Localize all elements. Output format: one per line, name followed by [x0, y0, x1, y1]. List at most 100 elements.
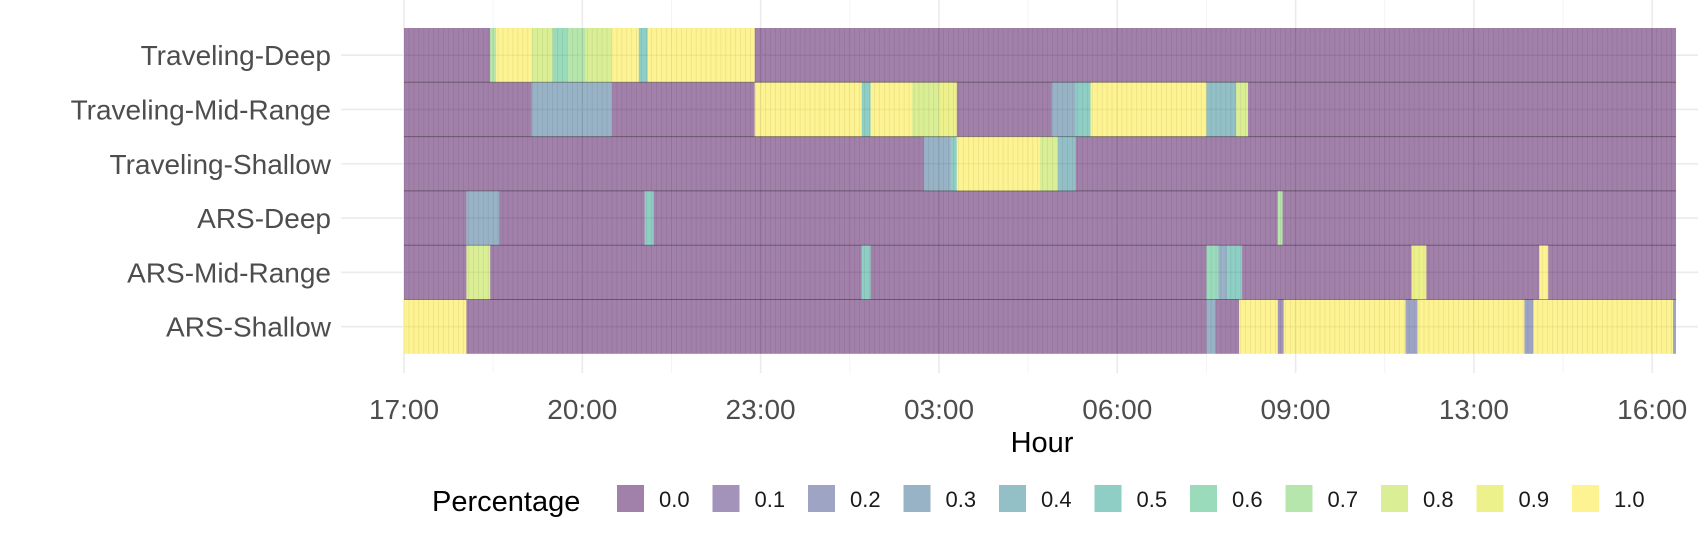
- legend: Percentage 0.0 0.1 0.2 0.3 0.4 0.5 0.6 0.7 0.8 0.…: [432, 485, 1645, 518]
- tile-texture: [408, 28, 1672, 354]
- legend-label: 1.0: [1614, 487, 1645, 512]
- heatmap-cell: [552, 28, 568, 83]
- legend-label: 0.0: [659, 487, 690, 512]
- heatmap-cell: [1206, 245, 1219, 300]
- x-tick-label: 20:00: [547, 394, 617, 425]
- heatmap-cell: [653, 190, 1278, 246]
- x-tick-label: 03:00: [904, 394, 974, 425]
- heatmap-cell: [644, 190, 654, 246]
- heatmap-cell: [496, 28, 532, 83]
- legend-swatch: [1381, 485, 1408, 512]
- heatmap-cell: [612, 82, 755, 137]
- heatmap-cell: [754, 28, 1677, 83]
- heatmap-cell: [1673, 299, 1677, 354]
- heatmap-cell: [490, 245, 862, 300]
- legend-title: Percentage: [432, 486, 580, 518]
- row-dividers: [404, 81, 1677, 300]
- heatmap-cell: [1417, 299, 1525, 354]
- legend-swatch: [999, 485, 1026, 512]
- heatmap-cell: [404, 245, 467, 300]
- heatmap-cell: [1277, 299, 1284, 354]
- heatmap-cell: [1405, 299, 1418, 354]
- heatmap-cell: [1075, 136, 1677, 191]
- heatmap-row: [404, 245, 1677, 300]
- heatmap-cell: [1282, 190, 1677, 246]
- heatmap-cell: [1075, 82, 1091, 137]
- heatmap-cell: [466, 190, 500, 246]
- heatmap-cell: [531, 28, 553, 83]
- heatmap-cell: [404, 28, 491, 83]
- y-tick-label: ARS-Mid-Range: [127, 257, 331, 288]
- heatmap-cell: [1248, 82, 1677, 137]
- heatmap-cell: [1236, 82, 1249, 137]
- legend-label: 0.8: [1423, 487, 1454, 512]
- y-axis-tick-labels: Traveling-Deep Traveling-Mid-Range Traveli…: [71, 40, 332, 342]
- heatmap-cell: [1040, 136, 1058, 191]
- heatmap-cell: [870, 245, 1207, 300]
- heatmap-cell: [861, 82, 871, 137]
- heatmap-cell: [638, 28, 648, 83]
- heatmap-row: [404, 28, 1677, 83]
- heatmap-cell: [956, 82, 1052, 137]
- heatmap-cell: [1283, 299, 1406, 354]
- heatmap-cell: [466, 245, 491, 300]
- legend-swatch: [1094, 485, 1122, 512]
- heatmap-cell: [924, 136, 951, 191]
- heatmap-cell: [1227, 245, 1243, 300]
- heatmap-row: [404, 190, 1677, 246]
- heatmap-cell: [1426, 245, 1540, 300]
- heatmap-cell: [1548, 245, 1677, 300]
- heatmap-cell: [870, 82, 913, 137]
- heatmap-cell: [754, 82, 862, 137]
- heatmap-cell: [1051, 82, 1076, 137]
- heatmap-cell: [956, 136, 1041, 191]
- x-tick-label: 17:00: [369, 394, 439, 425]
- heatmap-row: [404, 299, 1677, 354]
- heatmap-cell: [1206, 82, 1237, 137]
- x-tick-label: 16:00: [1617, 394, 1687, 425]
- legend-label: 0.7: [1328, 487, 1359, 512]
- heatmap-row: [404, 136, 1677, 191]
- legend-label: 0.6: [1232, 487, 1263, 512]
- heatmap-cell: [938, 82, 957, 137]
- heatmap-cell: [1539, 245, 1549, 300]
- heatmap-cell: [499, 190, 645, 246]
- x-axis-title: Hour: [1011, 427, 1074, 459]
- legend-swatch: [808, 485, 835, 512]
- legend-label: 0.1: [755, 487, 786, 512]
- y-tick-label: ARS-Shallow: [166, 312, 332, 343]
- heatmap-cell: [1277, 190, 1283, 246]
- x-tick-label: 06:00: [1082, 394, 1152, 425]
- heatmap-cell: [490, 28, 497, 83]
- heatmap-cell: [1206, 299, 1216, 354]
- heatmap-cell: [912, 82, 939, 137]
- y-tick-label: Traveling-Deep: [141, 40, 331, 71]
- heatmap-cell: [404, 136, 925, 191]
- heatmap-cell: [585, 28, 613, 83]
- heatmap-cell: [1215, 299, 1240, 354]
- legend-swatch: [1285, 485, 1313, 512]
- x-axis-tick-labels: 17:00 20:00 23:00 03:00 06:00 09:00 13:00 16:00: [369, 394, 1687, 425]
- x-tick-label: 09:00: [1261, 394, 1331, 425]
- heatmap-cell: [404, 190, 467, 246]
- heatmap-cell: [647, 28, 755, 83]
- legend-label: 0.3: [946, 487, 977, 512]
- heatmap-cell: [612, 28, 639, 83]
- heatmap-cell: [567, 28, 586, 83]
- x-tick-label: 13:00: [1439, 394, 1509, 425]
- heatmap-cell: [1524, 299, 1534, 354]
- legend-swatch: [903, 485, 931, 512]
- y-tick-label: ARS-Deep: [197, 203, 331, 234]
- heatmap-cell: [531, 82, 613, 137]
- legend-label: 0.9: [1519, 487, 1550, 512]
- heatmap-cell: [1411, 245, 1427, 300]
- legend-swatch: [712, 485, 740, 512]
- y-tick-label: Traveling-Mid-Range: [71, 94, 331, 125]
- heatmap-cell: [1057, 136, 1076, 191]
- heatmap-cell: [950, 136, 957, 191]
- legend-swatch: [1476, 485, 1504, 512]
- heatmap-cell: [466, 299, 1207, 354]
- heatmap-cell: [1218, 245, 1228, 300]
- legend-swatch: [1190, 485, 1217, 512]
